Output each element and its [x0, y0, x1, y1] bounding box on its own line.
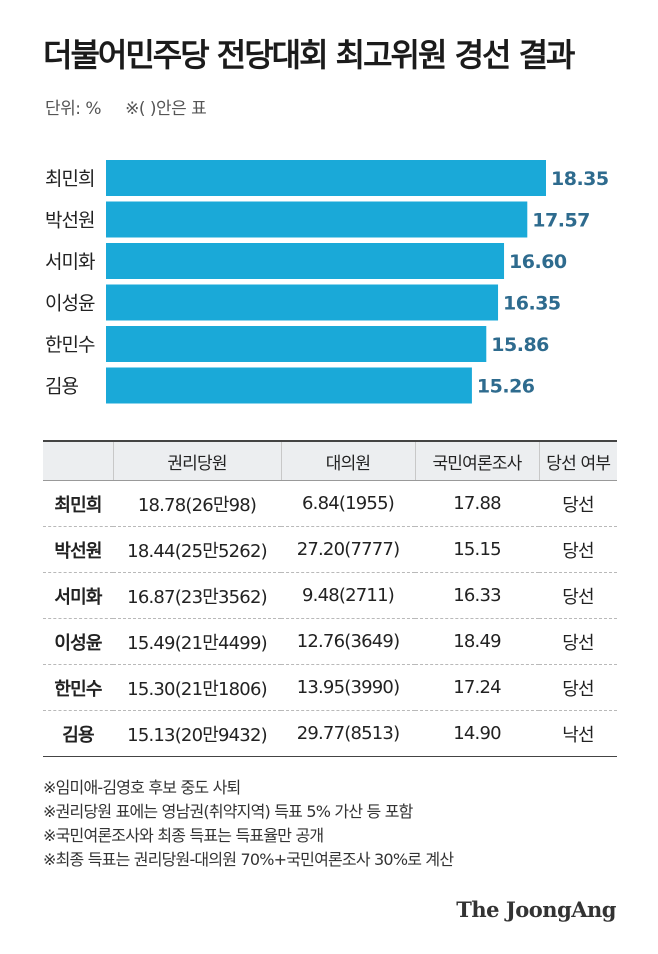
header-members: 권리당원 — [112, 440, 281, 481]
delegates-cell: 9.48(2711) — [281, 572, 415, 619]
candidate-name: 김용 — [43, 710, 113, 757]
bar-4 — [106, 326, 487, 362]
delegates-cell: 6.84(1955) — [281, 480, 415, 527]
result-cell: 당선 — [539, 664, 617, 711]
bar-category-label: 이성윤 — [45, 293, 95, 315]
bar-1 — [106, 201, 528, 238]
unit-note: 단위: % — [45, 99, 102, 119]
delegates-cell: 12.76(3649) — [281, 618, 415, 665]
poll-cell: 14.90 — [415, 710, 539, 757]
footnote: ※최종 득표는 권리당원-대의원 70%+국민여론조사 30%로 계산 — [43, 850, 454, 869]
bar-category-label: 박선원 — [45, 210, 94, 232]
candidate-name: 박선원 — [43, 526, 113, 573]
table-row: 서미화 16.87(23만3562) 9.48(2711) 16.33 당선 — [43, 572, 617, 619]
page-title: 더불어민주당 전당대회 최고위원 경선 결과 — [43, 36, 575, 74]
header-poll: 국민여론조사 — [414, 440, 539, 481]
result-cell: 당선 — [539, 526, 617, 573]
poll-cell: 16.33 — [415, 572, 539, 619]
result-cell: 당선 — [539, 480, 617, 527]
table-header-row: 권리당원 대의원 국민여론조사 당선 여부 — [43, 440, 617, 481]
paren-note: ※( )안은 표 — [125, 99, 207, 119]
bar-value-label: 17.57 — [532, 210, 590, 232]
members-cell: 15.13(20만9432) — [113, 710, 281, 757]
members-cell: 16.87(23만3562) — [113, 572, 281, 619]
bar-value-label: 16.35 — [503, 293, 561, 315]
table-row: 김용 15.13(20만9432) 29.77(8513) 14.90 낙선 — [43, 710, 617, 757]
poll-cell: 17.88 — [415, 480, 539, 527]
bar-0 — [106, 160, 546, 196]
result-cell: 낙선 — [539, 710, 617, 757]
header-name — [43, 440, 113, 481]
footnote: ※국민여론조사와 최종 득표는 득표율만 공개 — [43, 826, 324, 845]
bar-chart: 최민희 18.35 박선원 17.57 서미화 16.60 이성윤 16.35 한민수 15.86… — [45, 160, 609, 404]
bar-category-label: 김용 — [45, 376, 78, 398]
source-logo: The JoongAng — [456, 897, 616, 922]
poll-cell: 15.15 — [415, 526, 539, 573]
candidate-name: 서미화 — [43, 572, 113, 619]
delegates-cell: 13.95(3990) — [281, 664, 415, 711]
bar-value-label: 16.60 — [509, 251, 567, 273]
candidate-name: 한민수 — [43, 664, 113, 711]
results-table: 권리당원 대의원 국민여론조사 당선 여부 최민희 18.78(26만98) 6.8… — [43, 440, 617, 757]
table-row: 한민수 15.30(21만1806) 13.95(3990) 17.24 당선 — [43, 664, 617, 711]
footnotes: ※임미애-김영호 후보 중도 사퇴 ※권리당원 표에는 영남권(취약지역) 득표… — [43, 776, 454, 872]
members-cell: 18.44(25만5262) — [113, 526, 281, 573]
candidate-name: 이성윤 — [43, 618, 113, 665]
result-cell: 당선 — [539, 618, 617, 665]
poll-cell: 18.49 — [415, 618, 539, 665]
members-cell: 18.78(26만98) — [113, 480, 281, 527]
delegates-cell: 27.20(7777) — [281, 526, 415, 573]
subtitle-notes: 단위: % ※( )안은 표 — [45, 94, 207, 119]
bar-value-label: 18.35 — [551, 168, 609, 190]
bar-value-label: 15.86 — [491, 334, 549, 356]
header-delegates: 대의원 — [280, 440, 415, 481]
table-row: 최민희 18.78(26만98) 6.84(1955) 17.88 당선 — [43, 480, 617, 527]
delegates-cell: 29.77(8513) — [281, 710, 415, 757]
footnote: ※권리당원 표에는 영남권(취약지역) 득표 5% 가산 등 포함 — [43, 802, 413, 821]
bar-category-label: 최민희 — [45, 168, 94, 190]
members-cell: 15.30(21만1806) — [113, 664, 281, 711]
bar-category-label: 한민수 — [45, 334, 95, 356]
result-cell: 당선 — [539, 572, 617, 619]
bar-category-label: 서미화 — [45, 251, 95, 273]
bar-5 — [106, 367, 472, 404]
bar-2 — [106, 243, 505, 279]
bar-value-label: 15.26 — [477, 376, 535, 398]
header-result: 당선 여부 — [538, 440, 617, 481]
bar-3 — [106, 284, 499, 321]
table-row: 박선원 18.44(25만5262) 27.20(7777) 15.15 당선 — [43, 526, 617, 573]
candidate-name: 최민희 — [43, 480, 113, 527]
poll-cell: 17.24 — [415, 664, 539, 711]
members-cell: 15.49(21만4499) — [113, 618, 281, 665]
table-row: 이성윤 15.49(21만4499) 12.76(3649) 18.49 당선 — [43, 618, 617, 665]
footnote: ※임미애-김영호 후보 중도 사퇴 — [43, 778, 241, 797]
